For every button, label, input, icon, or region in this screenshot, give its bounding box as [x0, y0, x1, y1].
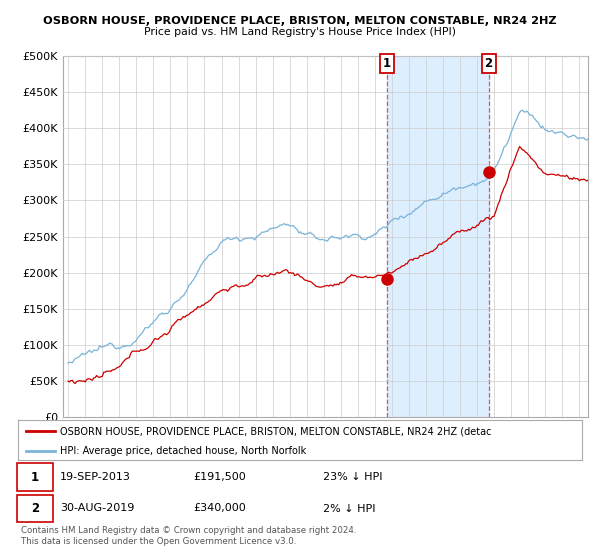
- FancyBboxPatch shape: [17, 494, 53, 522]
- Text: 23% ↓ HPI: 23% ↓ HPI: [323, 472, 382, 482]
- Text: Price paid vs. HM Land Registry's House Price Index (HPI): Price paid vs. HM Land Registry's House …: [144, 27, 456, 37]
- Text: 2: 2: [485, 57, 493, 70]
- Text: 30-AUG-2019: 30-AUG-2019: [60, 503, 134, 514]
- Text: OSBORN HOUSE, PROVIDENCE PLACE, BRISTON, MELTON CONSTABLE, NR24 2HZ: OSBORN HOUSE, PROVIDENCE PLACE, BRISTON,…: [43, 16, 557, 26]
- Text: £191,500: £191,500: [193, 472, 245, 482]
- Text: 2: 2: [31, 502, 39, 515]
- Text: OSBORN HOUSE, PROVIDENCE PLACE, BRISTON, MELTON CONSTABLE, NR24 2HZ (detac: OSBORN HOUSE, PROVIDENCE PLACE, BRISTON,…: [60, 426, 492, 436]
- FancyBboxPatch shape: [17, 463, 53, 491]
- Bar: [387, 56, 488, 417]
- Text: 19-SEP-2013: 19-SEP-2013: [60, 472, 131, 482]
- Text: £340,000: £340,000: [193, 503, 245, 514]
- Text: 1: 1: [31, 470, 39, 483]
- Text: HPI: Average price, detached house, North Norfolk: HPI: Average price, detached house, Nort…: [60, 446, 307, 456]
- Text: 1: 1: [383, 57, 391, 70]
- Text: Contains HM Land Registry data © Crown copyright and database right 2024.
This d: Contains HM Land Registry data © Crown c…: [21, 526, 356, 546]
- Text: 2% ↓ HPI: 2% ↓ HPI: [323, 503, 375, 514]
